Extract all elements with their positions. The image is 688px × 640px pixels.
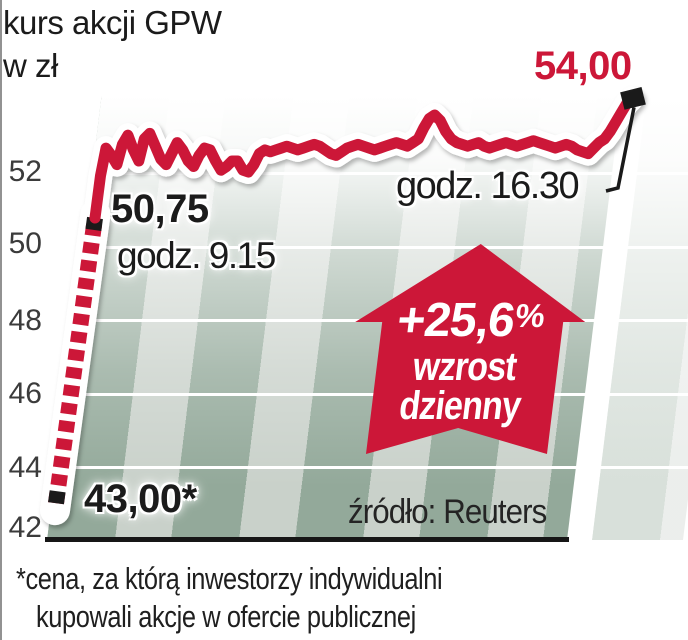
y-tick-48: 48: [8, 304, 42, 337]
preopen-dashed-line: [48, 216, 103, 505]
chart-unit: w zł: [3, 47, 58, 84]
up-arrow-icon: [355, 244, 586, 454]
y-tick-52: 52: [8, 155, 42, 188]
y-tick-44: 44: [8, 451, 42, 484]
close-price-label: 54,00: [534, 44, 632, 88]
y-tick-46: 46: [8, 377, 42, 410]
close-marker: [620, 87, 646, 110]
close-callout-line: [605, 107, 636, 193]
growth-arrow-badge: +25,6% wzrost dzienny: [339, 242, 595, 454]
open-time-label: godz. 9.15: [117, 235, 276, 276]
chart-title: kurs akcji GPW: [3, 4, 222, 41]
footnote-line-2: kupowali akcje w ofercie publicznej: [36, 599, 416, 634]
source-label: źródło: Reuters: [348, 493, 547, 531]
ipo-marker-dash: [48, 490, 66, 505]
x-axis-baseline: [45, 537, 569, 542]
footnote-line-1: *cena, za którą inwestorzy indywidualni: [16, 561, 443, 596]
y-tick-42: 42: [8, 511, 42, 544]
left-edge-rule: [0, 0, 2, 640]
open-price-label: 50,75: [111, 187, 209, 231]
y-tick-50: 50: [8, 227, 42, 260]
ipo-price-label: 43,00*: [84, 477, 197, 521]
close-time-label: godz. 16.30: [396, 165, 580, 207]
price-line: [89, 92, 638, 224]
